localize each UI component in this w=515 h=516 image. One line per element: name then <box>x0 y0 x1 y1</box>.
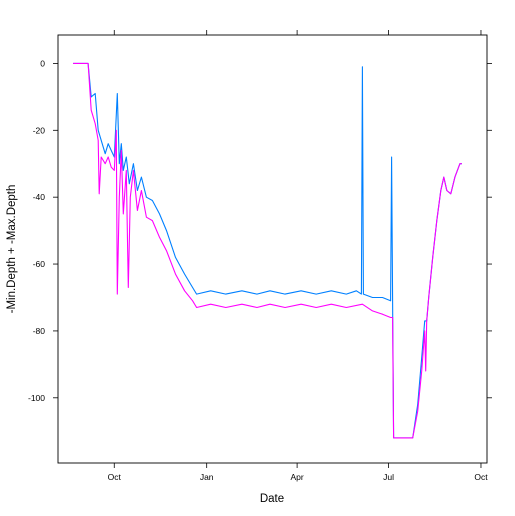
y-tick-label: -40 <box>33 192 46 202</box>
y-axis-title: -Min.Depth + -Max.Depth <box>6 185 18 314</box>
x-tick-label: Oct <box>108 472 122 482</box>
plot-frame <box>57 34 488 464</box>
series-line-2 <box>73 62 462 439</box>
x-axis-title: Date <box>260 493 284 505</box>
x-tick-label: Oct <box>474 472 488 482</box>
series-line-1 <box>73 62 462 439</box>
y-tick-label: -20 <box>33 125 46 135</box>
y-tick-label: 0 <box>40 58 45 68</box>
x-tick-label: Jul <box>383 472 394 482</box>
x-axis: Oct Jan Apr Jul Oct <box>108 30 488 482</box>
y-tick-label: -100 <box>28 393 45 403</box>
series-layer <box>73 62 462 439</box>
x-tick-label: Jan <box>200 472 214 482</box>
y-tick-label: -60 <box>33 259 46 269</box>
x-tick-label: Apr <box>290 472 303 482</box>
y-axis: 0 -20 -40 -60 -80 -100 <box>28 58 492 403</box>
y-tick-label: -80 <box>33 326 46 336</box>
